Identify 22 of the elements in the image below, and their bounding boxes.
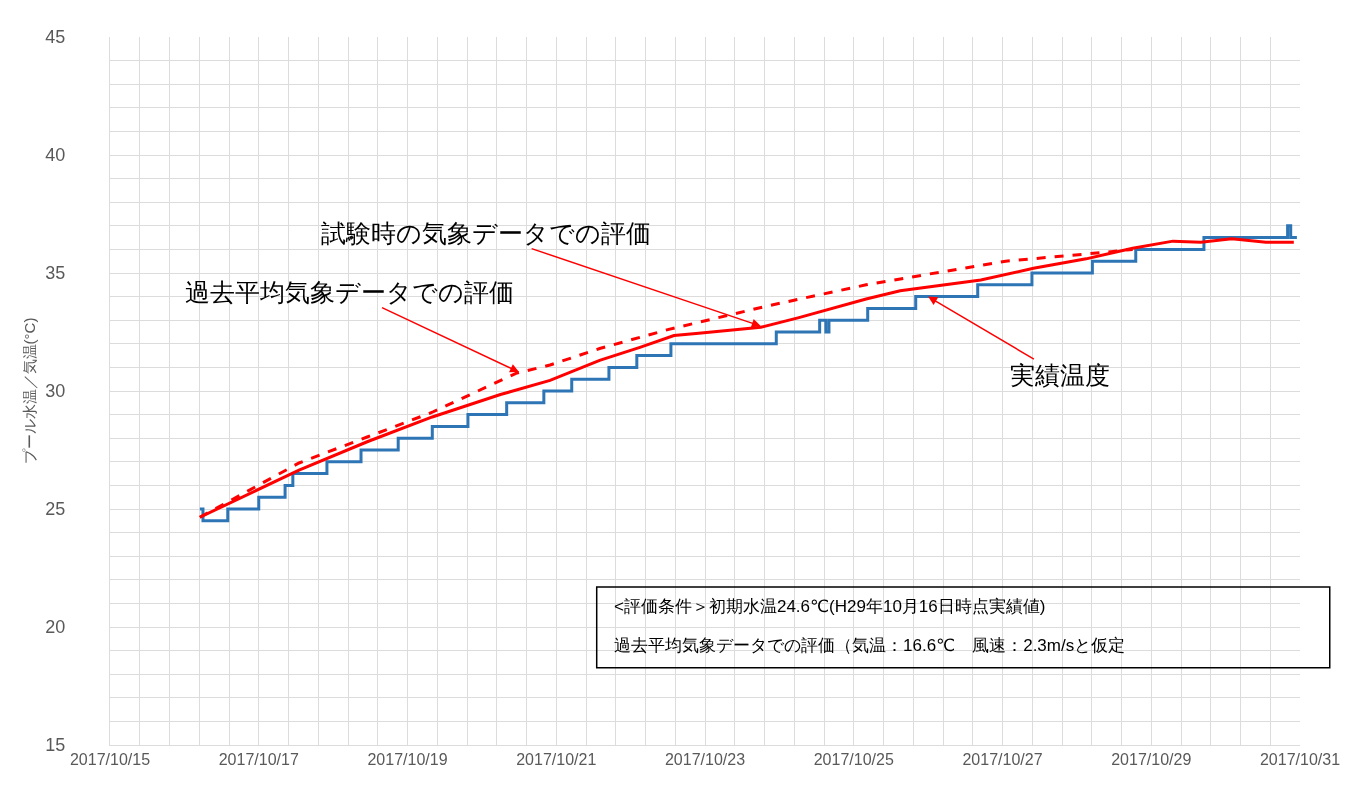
x-tick-label: 2017/10/29 [1111, 751, 1192, 769]
annotation: <評価条件＞初期水温24.6℃(H29年10月16日時点実績値) [614, 597, 1046, 616]
x-tick-label: 2017/10/31 [1259, 751, 1341, 769]
y-tick-label: 25 [45, 499, 66, 520]
annotation: 試験時の気象データでの評価 [321, 219, 651, 247]
x-tick-label: 2017/10/15 [69, 751, 151, 769]
y-tick-label: 45 [45, 27, 66, 48]
x-tick-label: 2017/10/19 [367, 751, 448, 769]
x-tick-label: 2017/10/17 [218, 751, 299, 769]
annotation: 過去平均気象データでの評価 [185, 278, 514, 306]
y-tick-label: 35 [45, 263, 66, 284]
y-axis-title: プール水温／気温(°C) [20, 317, 38, 465]
x-tick-label: 2017/10/23 [664, 751, 746, 769]
x-tick-label: 2017/10/27 [962, 751, 1043, 769]
y-tick-label: 30 [45, 381, 66, 402]
y-tick-label: 20 [45, 617, 66, 638]
annotation: 過去平均気象データでの評価（気温：16.6℃ 風速：2.3m/sと仮定 [614, 636, 1126, 655]
y-tick-label: 15 [45, 735, 66, 756]
x-tick-label: 2017/10/25 [813, 751, 894, 769]
x-tick-label: 2017/10/21 [516, 751, 597, 769]
annotation: 実績温度 [1010, 361, 1110, 389]
y-tick-label: 40 [45, 145, 66, 166]
